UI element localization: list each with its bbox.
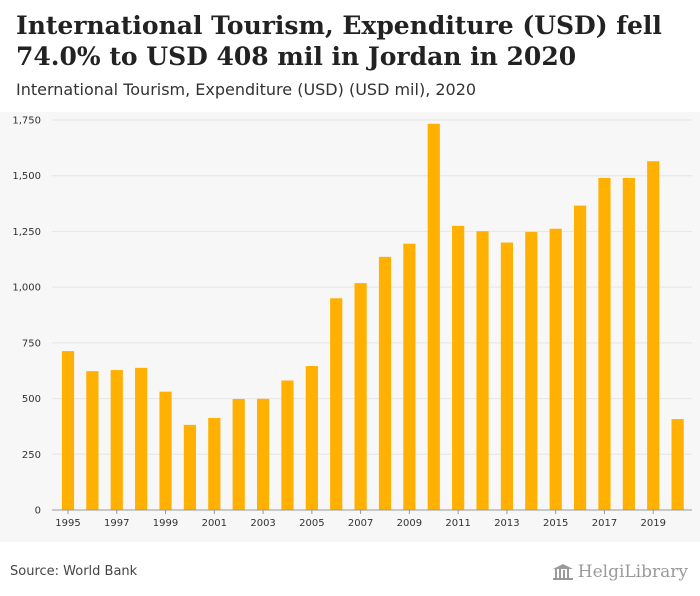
y-tick-label: 750 xyxy=(22,338,41,349)
x-tick-label: 2003 xyxy=(250,518,275,529)
bar-2001 xyxy=(208,417,221,510)
x-tick-label: 2019 xyxy=(641,518,666,529)
bar-1995 xyxy=(61,351,75,510)
x-tick-label: 2015 xyxy=(543,518,568,529)
x-tick-label: 1999 xyxy=(153,518,178,529)
x-axis-tick-labels: 1995 1997 1999 2001 2003 2005 2007 2009 2011 2013… xyxy=(55,510,666,529)
header: International Tourism, Expenditure (USD)… xyxy=(0,0,700,112)
bar-2004 xyxy=(281,380,294,510)
bar-2020 xyxy=(671,419,684,510)
bar-2006 xyxy=(330,298,343,510)
y-tick-label: 1,250 xyxy=(12,227,41,238)
helgilibrary-logo[interactable]: HelgiLibrary xyxy=(552,562,688,582)
x-tick-label: 2013 xyxy=(494,518,519,529)
y-tick-label: 500 xyxy=(22,394,41,405)
bar-2003 xyxy=(256,398,270,510)
x-tick-label: 2005 xyxy=(299,518,324,529)
bar-2013 xyxy=(500,242,514,510)
bar-2009 xyxy=(403,243,416,510)
bar-2012 xyxy=(476,231,489,510)
bar-1997 xyxy=(110,370,123,510)
bar-2005 xyxy=(305,366,318,510)
bar-1996 xyxy=(86,371,99,510)
x-tick-label: 2009 xyxy=(397,518,422,529)
bar-2000 xyxy=(183,424,197,510)
bar-2015 xyxy=(549,228,562,510)
y-tick-label: 1,750 xyxy=(12,116,41,127)
source-note: Source: World Bank xyxy=(10,564,138,579)
bars xyxy=(61,123,684,511)
chart-subtitle: International Tourism, Expenditure (USD)… xyxy=(16,80,477,99)
x-tick-label: 2007 xyxy=(348,518,373,529)
y-tick-label: 1,000 xyxy=(12,283,41,294)
bar-2010 xyxy=(427,123,440,510)
bar-2018 xyxy=(622,177,635,510)
bar-2007 xyxy=(354,283,367,510)
bar-2008 xyxy=(378,256,392,510)
x-tick-label: 2011 xyxy=(445,518,470,529)
bar-1999 xyxy=(159,391,172,510)
y-axis-tick-labels: 0 250 500 750 1,000 1,250 1,500 1,750 xyxy=(12,116,41,517)
y-tick-label: 0 xyxy=(35,506,41,517)
bar-2002 xyxy=(232,399,245,510)
bar-2017 xyxy=(598,177,611,510)
x-tick-label: 2017 xyxy=(592,518,617,529)
bar-2019 xyxy=(647,161,660,511)
bar-1998 xyxy=(135,367,148,510)
x-tick-label: 1997 xyxy=(104,518,129,529)
bar-2014 xyxy=(525,231,538,510)
y-tick-label: 1,500 xyxy=(12,171,41,182)
x-tick-label: 2001 xyxy=(202,518,227,529)
gridlines xyxy=(52,119,692,511)
logo-text: HelgiLibrary xyxy=(577,562,688,582)
chart-title: International Tourism, Expenditure (USD)… xyxy=(16,11,662,71)
y-tick-label: 250 xyxy=(22,450,41,461)
x-tick-label: 1995 xyxy=(55,518,80,529)
bar-2016 xyxy=(573,205,587,510)
bar-2011 xyxy=(452,225,465,511)
library-icon xyxy=(552,564,573,580)
